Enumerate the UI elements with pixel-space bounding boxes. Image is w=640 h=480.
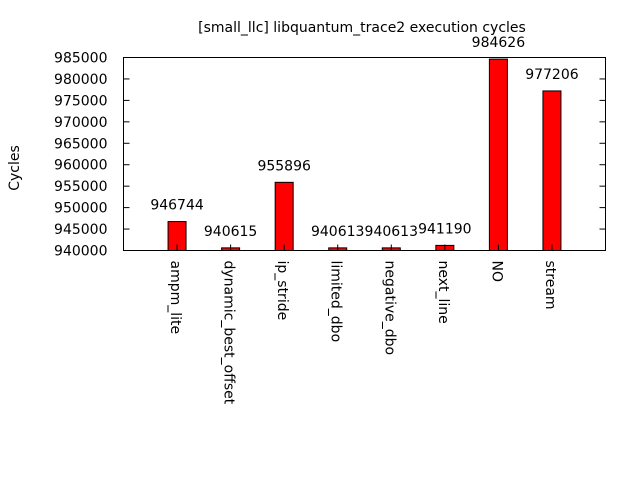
data-label-stream: 977206	[525, 67, 579, 83]
y-axis-ticks: 940000 945000 950000 955000 960000 965000 9700…	[54, 51, 606, 260]
y-tick-label: 970000	[54, 115, 107, 131]
bar-NO	[488, 58, 508, 251]
x-tick-label-stream: stream	[542, 261, 558, 310]
data-label-dynamic_best_offset: 940615	[204, 224, 257, 240]
y-tick-label: 985000	[54, 51, 107, 67]
y-axis-label: Cycles	[7, 145, 23, 191]
y-tick-label: 960000	[54, 158, 107, 174]
y-tick-label: 940000	[54, 244, 107, 260]
x-tick-label-limited_dbo: limited_dbo	[328, 261, 344, 343]
y-tick-label: 955000	[54, 179, 107, 195]
x-tick-label-next_line: next_line	[435, 261, 451, 324]
x-tick-label-negative_dbo: negative_dbo	[381, 261, 397, 356]
y-tick-label: 965000	[54, 136, 107, 152]
x-tick-label-ampm_lite: ampm_lite	[167, 261, 183, 335]
data-label-NO: 984626	[472, 35, 526, 51]
bar-stream	[542, 90, 562, 251]
data-label-limited_dbo: 940613	[311, 224, 364, 240]
bar-ip_stride	[274, 181, 294, 251]
data-label-negative_dbo: 940613	[365, 224, 418, 240]
x-axis-ticks: ampm_lite dynamic_best_offset ip_stride lim…	[167, 244, 558, 405]
x-tick-label-ip_stride: ip_stride	[274, 261, 290, 321]
y-tick-label: 975000	[54, 93, 107, 109]
x-tick-label-dynamic_best_offset: dynamic_best_offset	[221, 261, 237, 405]
chart-title: [small_llc] libquantum_trace2 execution …	[198, 20, 526, 36]
data-label-next_line: 941190	[418, 221, 471, 237]
data-label-ip_stride: 955896	[257, 158, 311, 174]
data-label-ampm_lite: 946744	[150, 198, 204, 214]
bars-group	[167, 58, 562, 252]
y-tick-label: 950000	[54, 201, 107, 217]
y-tick-label: 945000	[54, 222, 107, 238]
y-tick-label: 980000	[54, 72, 107, 88]
x-tick-label-NO: NO	[488, 261, 504, 283]
plot-frame	[123, 57, 606, 251]
